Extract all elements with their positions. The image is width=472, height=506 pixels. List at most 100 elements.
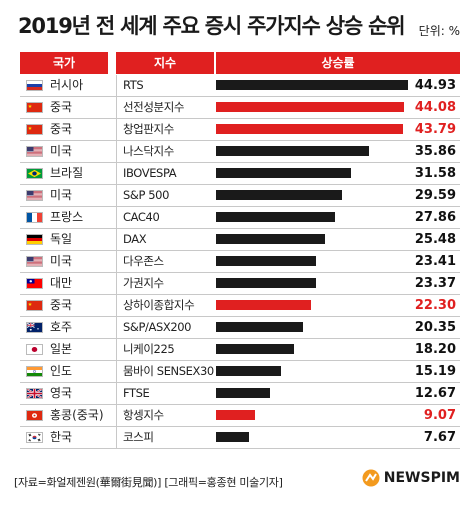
table-row: 인도 뭄바이 SENSEX30 15.19: [20, 361, 460, 383]
value-label: 25.48: [414, 232, 456, 247]
country-name: 대만: [50, 276, 73, 290]
country-name: 홍콩(중국): [50, 408, 104, 422]
table-row: 미국 나스닥지수 35.86: [20, 141, 460, 163]
country-cell: 호주: [20, 317, 108, 338]
japan-flag-icon: [26, 344, 43, 355]
country-cell: 러시아: [20, 75, 108, 96]
index-name: S&P/ASX200: [116, 317, 214, 338]
bar-cell: 29.59: [216, 185, 460, 206]
bar: [216, 388, 270, 398]
value-label: 35.86: [414, 144, 456, 159]
table-row: 중국 선전성분지수 44.08: [20, 97, 460, 119]
newspim-logo-icon: [362, 469, 380, 487]
bar-cell: 44.93: [216, 75, 460, 96]
country-cell: 일본: [20, 339, 108, 360]
country-cell: 프랑스: [20, 207, 108, 228]
value-label: 23.41: [414, 254, 456, 269]
table-row: 대만 가권지수 23.37: [20, 273, 460, 295]
table-row: 중국 상하이종합지수 22.30: [20, 295, 460, 317]
russia-flag-icon: [26, 80, 43, 91]
country-name: 영국: [50, 386, 73, 400]
index-name: IBOVESPA: [116, 163, 214, 184]
header-rise: 상승률: [216, 52, 460, 74]
bar: [216, 124, 403, 134]
china-flag-icon: [26, 102, 43, 113]
table-row: 미국 S&P 500 29.59: [20, 185, 460, 207]
bar: [216, 212, 335, 222]
index-name: 가권지수: [116, 273, 214, 294]
bar-cell: 31.58: [216, 163, 460, 184]
usa-flag-icon: [26, 190, 43, 201]
bar-cell: 12.67: [216, 383, 460, 404]
country-name: 미국: [50, 188, 73, 202]
country-name: 독일: [50, 232, 73, 246]
table-row: 영국 FTSE 12.67: [20, 383, 460, 405]
bar: [216, 102, 404, 112]
country-cell: 미국: [20, 141, 108, 162]
bar: [216, 410, 255, 420]
country-cell: 미국: [20, 251, 108, 272]
bar-cell: 7.67: [216, 427, 460, 448]
value-label: 44.93: [414, 78, 456, 93]
country-name: 중국: [50, 298, 73, 312]
value-label: 23.37: [414, 276, 456, 291]
country-cell: 중국: [20, 295, 108, 316]
country-cell: 중국: [20, 97, 108, 118]
bar: [216, 234, 325, 244]
bar-cell: 35.86: [216, 141, 460, 162]
country-name: 중국: [50, 122, 73, 136]
index-name: S&P 500: [116, 185, 214, 206]
value-label: 7.67: [423, 430, 456, 445]
index-name: 니케이225: [116, 339, 214, 360]
country-cell: 홍콩(중국): [20, 405, 108, 426]
country-name: 일본: [50, 342, 73, 356]
india-flag-icon: [26, 366, 43, 377]
table-row: 호주 S&P/ASX200 20.35: [20, 317, 460, 339]
usa-flag-icon: [26, 146, 43, 157]
bar: [216, 256, 316, 266]
bar: [216, 168, 351, 178]
index-name: 선전성분지수: [116, 97, 214, 118]
country-cell: 독일: [20, 229, 108, 250]
bar-cell: 23.37: [216, 273, 460, 294]
country-cell: 미국: [20, 185, 108, 206]
table-row: 러시아 RTS 44.93: [20, 75, 460, 97]
value-label: 22.30: [414, 298, 456, 313]
index-name: 창업판지수: [116, 119, 214, 140]
country-cell: 한국: [20, 427, 108, 448]
bar: [216, 300, 311, 310]
source-credit: [자료=화얼제젠원(華爾街見聞)] [그래픽=홍종현 미술기자]: [14, 476, 283, 489]
table-row: 중국 창업판지수 43.79: [20, 119, 460, 141]
value-label: 15.19: [414, 364, 456, 379]
index-name: 항셍지수: [116, 405, 214, 426]
country-name: 프랑스: [50, 210, 84, 224]
bar: [216, 366, 281, 376]
bar-cell: 15.19: [216, 361, 460, 382]
index-name: FTSE: [116, 383, 214, 404]
country-name: 호주: [50, 320, 73, 334]
country-cell: 인도: [20, 361, 108, 382]
table-row: 홍콩(중국) 항셍지수 9.07: [20, 405, 460, 427]
country-name: 러시아: [50, 78, 84, 92]
chart-title: 2019년 전 세계 주요 증시 주가지수 상승 순위: [18, 14, 406, 38]
index-name: 다우존스: [116, 251, 214, 272]
table-row: 미국 다우존스 23.41: [20, 251, 460, 273]
usa-flag-icon: [26, 256, 43, 267]
country-name: 브라질: [50, 166, 84, 180]
unit-label: 단위: %: [418, 24, 460, 38]
country-cell: 중국: [20, 119, 108, 140]
table-header: 국가 지수 상승률: [20, 52, 460, 74]
bar-cell: 43.79: [216, 119, 460, 140]
value-label: 44.08: [414, 100, 456, 115]
index-name: 뭄바이 SENSEX30: [116, 361, 214, 382]
bar: [216, 278, 316, 288]
bar: [216, 190, 342, 200]
australia-flag-icon: [26, 322, 43, 333]
country-name: 미국: [50, 144, 73, 158]
value-label: 27.86: [414, 210, 456, 225]
newspim-logo: NEWSPIM: [362, 469, 460, 487]
germany-flag-icon: [26, 234, 43, 245]
value-label: 12.67: [414, 386, 456, 401]
country-cell: 브라질: [20, 163, 108, 184]
bar-cell: 23.41: [216, 251, 460, 272]
